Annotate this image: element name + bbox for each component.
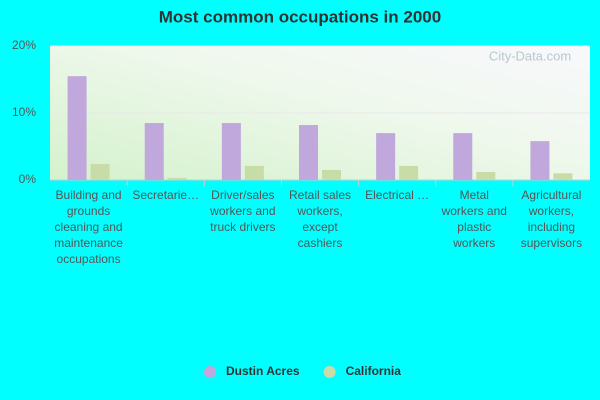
bar [322, 169, 341, 180]
legend-swatch [204, 366, 216, 378]
bar [299, 125, 318, 180]
label-line: except [302, 220, 338, 234]
label-line: workers, [528, 204, 574, 218]
label-line: workers, [296, 204, 342, 218]
label-line: Electrical … [365, 188, 429, 202]
label-line: workers [452, 236, 495, 250]
x-tick-label: Secretarie… [132, 188, 199, 202]
label-line: Secretarie… [132, 188, 199, 202]
x-tick-label: Metal workers and plastic workers [441, 188, 507, 250]
legend-swatch [323, 366, 336, 378]
bar [67, 76, 87, 180]
label-line: workers and [209, 204, 275, 218]
legend-label: Dustin Acres [226, 364, 300, 378]
label-line: Metal [460, 188, 489, 202]
chart-title: Most common occupations in 2000 [159, 7, 441, 26]
bar [90, 163, 110, 180]
label-line: cleaning and [55, 220, 123, 234]
y-tick-label: 10% [12, 105, 36, 119]
label-line: supervisors [521, 236, 582, 250]
x-tick-label: Driver/sales workers and truck drivers [209, 188, 275, 234]
bar [221, 123, 241, 180]
bar [376, 133, 396, 180]
legend-label: California [346, 364, 402, 378]
bar [453, 133, 473, 180]
bar [244, 165, 264, 180]
bar [553, 173, 573, 180]
x-tick-label: Electrical … [365, 188, 429, 202]
label-line: Building and [56, 188, 122, 202]
bar [399, 165, 419, 180]
label-line: maintenance [54, 236, 123, 250]
x-tick-label: Retail sales workers, except cashiers [289, 188, 351, 250]
watermark: City-Data.com [489, 48, 571, 63]
label-line: truck drivers [210, 220, 275, 234]
label-line: workers and [441, 204, 507, 218]
x-tick-label: Agricultural workers, including supervisors [521, 188, 582, 250]
label-line: Retail sales [289, 188, 351, 202]
bar [530, 141, 550, 180]
label-line: cashiers [298, 236, 343, 250]
bar [144, 123, 164, 180]
bar [167, 177, 187, 180]
label-line: Driver/sales [211, 188, 274, 202]
bar [476, 171, 496, 180]
label-line: grounds [67, 204, 110, 218]
label-line: plastic [457, 220, 491, 234]
label-line: occupations [57, 252, 121, 266]
y-tick-label: 0% [19, 172, 37, 186]
y-tick-label: 20% [12, 38, 36, 52]
label-line: including [528, 220, 575, 234]
x-tick-label: Building and grounds cleaning and maintenan… [54, 188, 123, 266]
label-line: Agricultural [521, 188, 581, 202]
